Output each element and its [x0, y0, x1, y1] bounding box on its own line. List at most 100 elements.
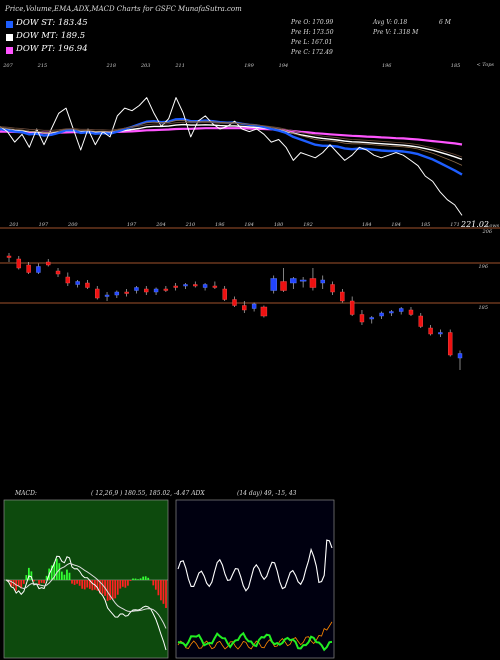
low-value-label: 192: [303, 222, 313, 228]
candle-body: [398, 308, 404, 312]
macd-histogram-bar: [10, 580, 12, 587]
candle-body: [55, 270, 61, 275]
macd-histogram-bar: [83, 580, 86, 590]
candle-body: [124, 291, 129, 294]
candle-body: [389, 311, 394, 314]
minus-di-line: [177, 631, 333, 652]
candle-body: [134, 287, 139, 291]
macd-histogram-bar: [142, 576, 145, 580]
macd-histogram-bar: [160, 580, 162, 601]
candle-body: [349, 300, 355, 315]
candle-body: [330, 284, 335, 293]
candle-body: [183, 284, 188, 287]
macd-histogram-bar: [66, 569, 68, 580]
macd-label: MACD:: [15, 490, 37, 497]
top-value-label: 218: [106, 63, 117, 69]
low-value-label: 184: [362, 222, 372, 228]
candle-body: [36, 266, 41, 273]
macd-histogram-bar: [109, 580, 112, 601]
low-value-label: 185: [421, 222, 431, 228]
macd-histogram-bar: [63, 574, 66, 580]
macd-histogram-bar: [86, 580, 89, 588]
macd-histogram-bar: [30, 571, 33, 580]
low-value-labels: 201 197 200 197 204 210 196 184 180 192 184 184 185 1…: [8, 222, 460, 228]
macd-histogram-bar: [96, 580, 99, 591]
candle-body: [232, 299, 237, 306]
macd-histogram-bar: [152, 580, 155, 586]
macd-histogram-bar: [25, 575, 28, 580]
low-value-label: 201: [8, 222, 19, 228]
candle-body: [75, 281, 80, 285]
low-value-label: 171: [450, 222, 460, 228]
low-value-label: 180: [274, 222, 284, 228]
macd-histogram-bar: [38, 580, 40, 585]
macd-histogram-bar: [137, 579, 139, 580]
macd-histogram-bar: [99, 580, 101, 594]
candle-body: [114, 291, 120, 296]
low-value-label: 200: [67, 222, 78, 228]
legend-dow-pt: DOW PT: 196.94: [16, 44, 88, 54]
candle-body: [65, 276, 71, 284]
candle-body: [144, 288, 149, 293]
macd-histogram-bar: [53, 562, 56, 580]
candle-body: [212, 285, 218, 288]
macd-histogram-bar: [22, 580, 25, 584]
legend-swatch-st: [6, 21, 13, 28]
macd-histogram-bar: [127, 580, 129, 586]
candle-body: [173, 285, 178, 288]
macd-histogram-bar: [50, 565, 53, 580]
candle-body: [202, 284, 208, 288]
macd-histogram-bar: [147, 577, 150, 580]
macd-histogram-bar: [106, 580, 109, 601]
candle-body: [270, 278, 277, 291]
stat-avg-unit: 6 M: [439, 19, 451, 26]
top-value-label: 203: [140, 63, 151, 69]
candle-body: [309, 278, 317, 288]
level-label-196: 196: [478, 264, 488, 270]
candle-body: [16, 258, 22, 269]
macd-histogram-bar: [76, 580, 78, 584]
candle-body: [222, 288, 227, 300]
stat-prev-volume: Pre V: 1.318 M: [373, 29, 419, 36]
macd-histogram-bar: [71, 580, 73, 584]
macd-histogram-bar: [55, 558, 58, 580]
macd-histogram-bar: [101, 580, 104, 594]
level-label-206: 206: [481, 229, 492, 235]
series-line-close: [0, 97, 463, 216]
legend-swatch-pt: [6, 47, 13, 54]
adx-values: (14 day) 49, -15, 43: [237, 490, 297, 497]
stat-avg-volume: Avg V: 0.18: [373, 19, 408, 26]
macd-histogram-bar: [144, 576, 147, 580]
macd-histogram-bar: [17, 580, 20, 587]
candle-panel: 206 196 185: [0, 229, 500, 370]
macd-histogram-bar: [27, 567, 30, 580]
top-value-label: 215: [37, 63, 48, 69]
top-value-label: 185: [451, 63, 461, 69]
top-value-label: 207: [2, 63, 13, 69]
macd-histogram-bar: [78, 580, 81, 586]
candle-body: [280, 281, 287, 291]
candle-body: [408, 309, 414, 315]
stat-prev-close: Pre C: 172.49: [291, 49, 333, 56]
candle-body: [359, 314, 365, 323]
top-panel: < Tops 207 215 218 203 211 199 194 196 185 201 19…: [0, 62, 500, 229]
macd-histogram-bar: [45, 575, 48, 580]
candle-body: [418, 315, 423, 327]
ema-band-line: [0, 119, 463, 166]
last-price-label: 221.02: [460, 220, 489, 229]
low-value-label: 210: [185, 222, 196, 228]
legend-swatch-mt: [6, 34, 13, 41]
candle-body: [299, 279, 307, 282]
macd-histogram-bar: [73, 580, 76, 585]
ema-band-line: [0, 121, 463, 158]
macd-histogram-bar: [162, 580, 165, 604]
candle-body: [447, 332, 453, 356]
candles: [6, 253, 463, 370]
legend-dow-mt: DOW MT: 189.5: [16, 31, 86, 41]
ema-lines: [0, 97, 463, 216]
top-value-label: 211: [174, 63, 185, 69]
macd-histogram-bar: [91, 580, 94, 591]
candle-body: [193, 284, 198, 287]
stat-prev-open: Pre O: 170.99: [291, 19, 334, 26]
